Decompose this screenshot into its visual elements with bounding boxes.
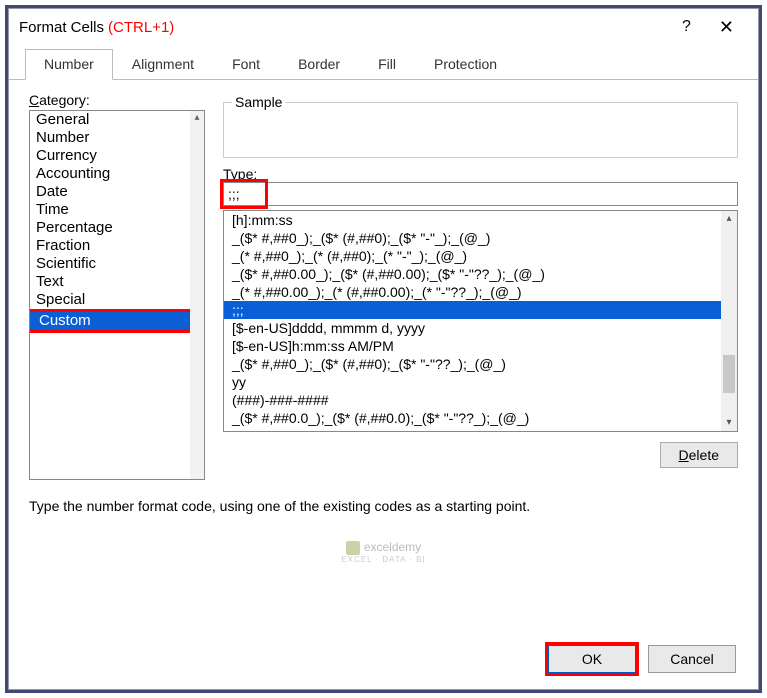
tab-strip: Number Alignment Font Border Fill Protec…	[9, 49, 758, 80]
ok-button[interactable]: OK	[548, 645, 636, 673]
close-button[interactable]: ✕	[705, 17, 748, 38]
delete-button[interactable]: Delete	[660, 442, 738, 468]
category-scrollbar[interactable]: ▴	[190, 111, 204, 479]
type-item[interactable]: [h]:mm:ss	[224, 211, 721, 229]
category-item-fraction[interactable]: Fraction	[30, 237, 190, 255]
dialog-footer: OK Cancel	[9, 635, 758, 689]
category-item-number[interactable]: Number	[30, 129, 190, 147]
category-item-scientific[interactable]: Scientific	[30, 255, 190, 273]
type-item[interactable]: _($* #,##0_);_($* (#,##0);_($* "-"_);_(@…	[224, 229, 721, 247]
category-label: Category:	[29, 92, 205, 108]
type-item[interactable]: (###)-###-####	[224, 391, 721, 409]
help-button[interactable]: ?	[668, 18, 705, 36]
type-item[interactable]: _($* #,##0.0_);_($* (#,##0.0);_($* "-"??…	[224, 409, 721, 427]
category-item-percentage[interactable]: Percentage	[30, 219, 190, 237]
window-title: Format Cells	[19, 19, 104, 36]
tab-alignment[interactable]: Alignment	[113, 49, 213, 79]
tab-border[interactable]: Border	[279, 49, 359, 79]
tab-protection[interactable]: Protection	[415, 49, 516, 79]
type-label: Type:	[223, 166, 738, 182]
type-item[interactable]: [$-en-US]dddd, mmmm d, yyyy	[224, 319, 721, 337]
tab-font[interactable]: Font	[213, 49, 279, 79]
type-item[interactable]: _($* #,##0_);_($* (#,##0);_($* "-"??_);_…	[224, 355, 721, 373]
hint-text: Type the number format code, using one o…	[29, 498, 738, 514]
category-item-custom[interactable]: Custom	[29, 309, 193, 333]
type-item[interactable]: [$-en-US]h:mm:ss AM/PM	[224, 337, 721, 355]
type-item[interactable]: _(* #,##0.00_);_(* (#,##0.00);_(* "-"??_…	[224, 283, 721, 301]
cancel-button[interactable]: Cancel	[648, 645, 736, 673]
watermark-icon	[346, 541, 360, 555]
type-item[interactable]: _($* #,##0.00_);_($* (#,##0.00);_($* "-"…	[224, 265, 721, 283]
category-item-currency[interactable]: Currency	[30, 147, 190, 165]
shortcut-hint: (CTRL+1)	[108, 19, 174, 36]
category-item-accounting[interactable]: Accounting	[30, 165, 190, 183]
format-cells-dialog: Format Cells (CTRL+1) ? ✕ Number Alignme…	[8, 8, 759, 690]
category-item-special[interactable]: Special	[30, 291, 190, 309]
title-bar: Format Cells (CTRL+1) ? ✕	[9, 9, 758, 45]
category-item-text[interactable]: Text	[30, 273, 190, 291]
sample-label: Sample	[232, 94, 285, 110]
category-item-time[interactable]: Time	[30, 201, 190, 219]
category-item-date[interactable]: Date	[30, 183, 190, 201]
type-item[interactable]: _(* #,##0_);_(* (#,##0);_(* "-"_);_(@_)	[224, 247, 721, 265]
sample-box: Sample	[223, 102, 738, 158]
type-item[interactable]: yy	[224, 373, 721, 391]
category-listbox[interactable]: General Number Currency Accounting Date …	[29, 110, 205, 480]
type-format-listbox[interactable]: [h]:mm:ss _($* #,##0_);_($* (#,##0);_($*…	[223, 210, 738, 432]
watermark: exceldemy EXCEL · DATA · BI	[29, 540, 738, 564]
type-scrollbar[interactable]: ▴▾	[721, 211, 737, 431]
type-input[interactable]	[223, 182, 738, 206]
type-item-selected[interactable]: ;;;	[224, 301, 721, 319]
tab-fill[interactable]: Fill	[359, 49, 415, 79]
category-item-general[interactable]: General	[30, 111, 190, 129]
tab-number[interactable]: Number	[25, 49, 113, 80]
